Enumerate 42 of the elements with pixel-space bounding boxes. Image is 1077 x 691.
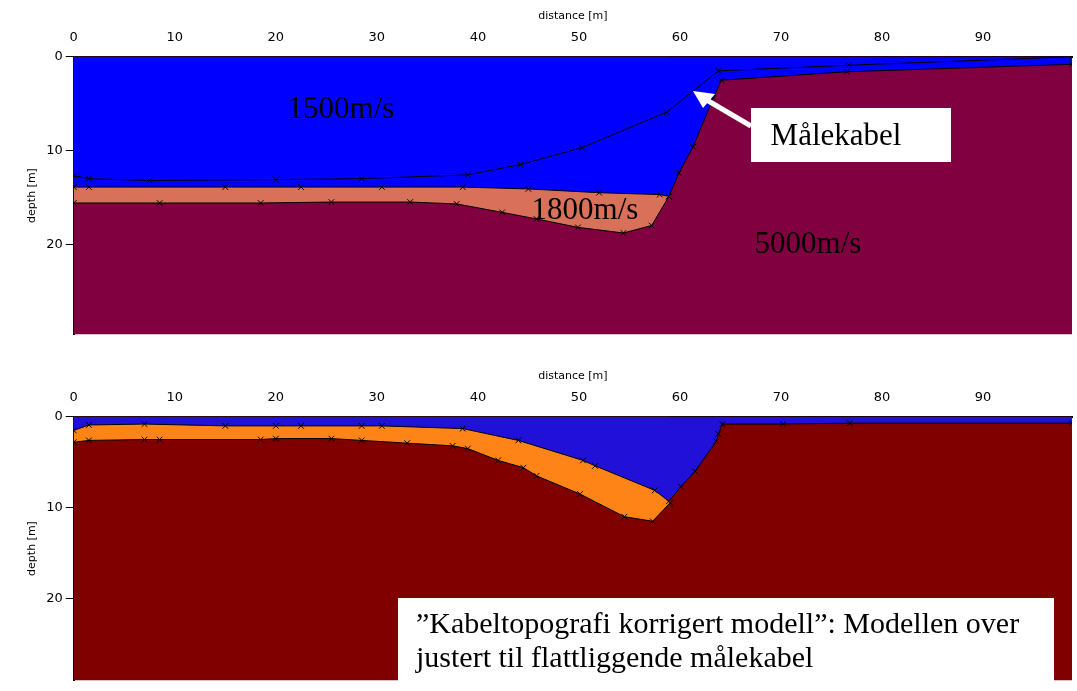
y-tick-label: 10	[46, 499, 63, 514]
x-tick-label: 90	[974, 389, 992, 405]
y-tick-label: 0	[54, 408, 63, 424]
x-tick-label: 30	[368, 29, 386, 45]
point	[517, 161, 524, 168]
x-tick-label: 50	[570, 29, 588, 45]
x-tick-label: 20	[267, 389, 285, 405]
series-label: Målekabel	[750, 108, 952, 163]
x-axis-title: distance [m]	[538, 369, 608, 383]
annotation: 1800m/s	[531, 191, 639, 227]
annotation: 1500m/s	[287, 90, 395, 126]
x-tick-label: 30	[368, 389, 386, 405]
x-tick-label: 0	[69, 29, 78, 45]
x-tick-label: 90	[974, 29, 992, 45]
x-tick-label: 70	[772, 29, 790, 45]
y-tick-label: 20	[46, 235, 63, 251]
y-tick-label: 20	[46, 589, 63, 605]
x-tick-label: 80	[873, 389, 891, 405]
x-tick-label: 70	[772, 389, 790, 405]
point	[272, 176, 280, 183]
point	[663, 108, 671, 116]
x-axis-title: distance [m]	[538, 9, 608, 23]
x-tick-label: 0	[69, 389, 78, 405]
x-tick-label: 10	[166, 389, 184, 405]
annotation: 5000m/s	[754, 225, 862, 261]
x-tick-label: 60	[671, 389, 689, 405]
x-tick-label: 20	[267, 29, 285, 45]
point	[715, 67, 722, 75]
x-tick-label: 80	[873, 29, 891, 45]
point	[578, 144, 586, 152]
point	[464, 171, 472, 179]
y-axis-title: depth [m]	[25, 168, 39, 223]
y-tick-label: 10	[46, 141, 63, 157]
x-tick-label: 50	[570, 389, 588, 405]
point	[358, 175, 366, 182]
annotation: ”Kabeltopografi korrigert modell”: Modellen over justert til flattliggende målekabel	[398, 598, 1054, 684]
x-tick-label: 40	[469, 389, 487, 405]
y-tick-label: 0	[54, 48, 63, 64]
x-tick-label: 60	[671, 29, 689, 45]
x-tick-label: 40	[469, 29, 487, 45]
x-tick-label: 10	[166, 29, 184, 45]
y-axis-title: depth [m]	[25, 521, 39, 576]
